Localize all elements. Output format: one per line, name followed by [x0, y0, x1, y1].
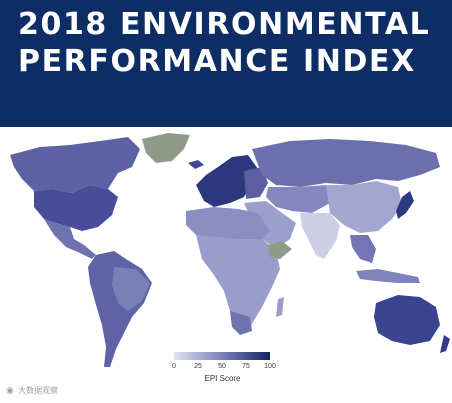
legend: 0 25 50 75 100 EPI Score: [170, 350, 276, 390]
region-japan: [396, 191, 414, 219]
watermark: ◉ 大数据观察: [6, 385, 58, 396]
region-north-africa: [186, 207, 270, 239]
title-line-2: PERFORMANCE INDEX: [18, 44, 416, 79]
region-iceland: [188, 160, 204, 169]
region-russia: [252, 139, 440, 187]
region-new-zealand: [440, 335, 450, 353]
region-india: [300, 213, 340, 259]
region-madagascar: [276, 297, 284, 317]
region-horn-no-data: [268, 241, 292, 259]
legend-tick-75: 75: [242, 363, 250, 370]
region-brazil: [112, 267, 150, 311]
title-banner: 2018 ENVIRONMENTAL PERFORMANCE INDEX: [0, 0, 452, 127]
legend-label: EPI Score: [204, 374, 241, 383]
region-usa: [34, 185, 118, 231]
region-europe: [196, 155, 258, 207]
region-greenland: [142, 133, 190, 163]
region-central-asia: [266, 185, 330, 213]
legend-tick-25: 25: [194, 363, 202, 370]
region-mexico: [44, 219, 96, 259]
legend-color-bar: [174, 352, 270, 360]
legend-tick-0: 0: [172, 363, 176, 370]
region-south-africa: [230, 311, 252, 335]
weibo-logo-icon: ◉: [6, 385, 14, 395]
legend-tick-100: 100: [264, 363, 276, 370]
legend-tick-50: 50: [218, 363, 226, 370]
title-line-1: 2018 ENVIRONMENTAL: [18, 7, 431, 42]
watermark-text: 大数据观察: [18, 386, 59, 395]
region-canada: [10, 137, 140, 193]
region-southeast-asia: [350, 235, 376, 263]
region-australia: [374, 295, 440, 345]
world-map-svg: [10, 133, 450, 367]
world-map: [0, 127, 452, 403]
region-sub-saharan-africa: [196, 235, 280, 329]
region-china: [326, 181, 402, 233]
region-indonesia: [356, 269, 420, 283]
